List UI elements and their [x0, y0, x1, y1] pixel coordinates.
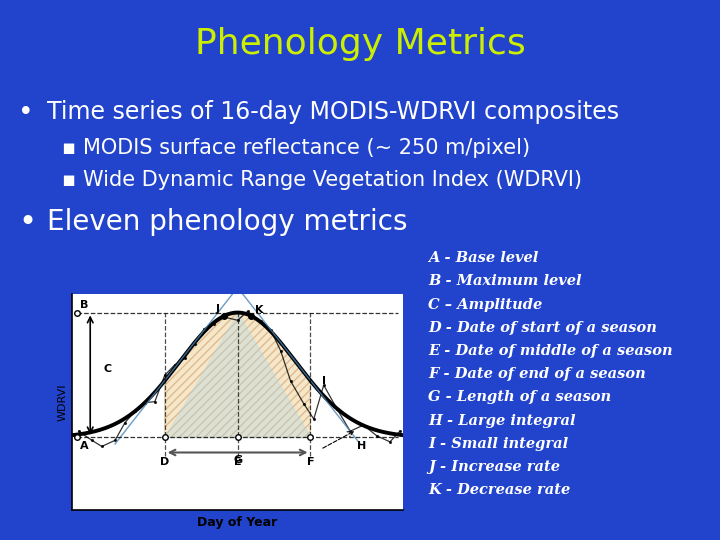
Y-axis label: WDRVI: WDRVI: [58, 383, 68, 421]
Text: E: E: [234, 457, 241, 467]
Text: Phenology Metrics: Phenology Metrics: [194, 27, 526, 61]
Text: Wide Dynamic Range Vegetation Index (WDRVI): Wide Dynamic Range Vegetation Index (WDR…: [83, 170, 582, 190]
Text: F: F: [307, 457, 314, 467]
Text: •: •: [18, 208, 36, 237]
Text: Eleven phenology metrics: Eleven phenology metrics: [47, 208, 408, 236]
Text: ▪: ▪: [61, 170, 76, 190]
X-axis label: Day of Year: Day of Year: [197, 516, 278, 529]
Text: J: J: [216, 304, 220, 314]
Text: J - Increase rate: J - Increase rate: [428, 460, 560, 474]
Text: F - Date of end of a season: F - Date of end of a season: [428, 367, 646, 381]
Text: H: H: [357, 442, 366, 451]
Text: MODIS surface reflectance (~ 250 m/pixel): MODIS surface reflectance (~ 250 m/pixel…: [83, 138, 530, 158]
Text: A: A: [81, 442, 89, 451]
Text: B: B: [81, 300, 89, 310]
Text: •: •: [18, 100, 34, 126]
Text: D - Date of start of a season: D - Date of start of a season: [428, 321, 657, 335]
Text: ▪: ▪: [61, 138, 76, 158]
Text: K - Decrease rate: K - Decrease rate: [428, 483, 571, 497]
Text: G: G: [233, 455, 242, 465]
Text: A - Base level: A - Base level: [428, 251, 539, 265]
Text: I - Small integral: I - Small integral: [428, 437, 569, 451]
Text: B - Maximum level: B - Maximum level: [428, 274, 582, 288]
Text: E - Date of middle of a season: E - Date of middle of a season: [428, 344, 673, 358]
Text: Time series of 16-day MODIS-WDRVI composites: Time series of 16-day MODIS-WDRVI compos…: [47, 100, 619, 124]
Text: C: C: [104, 364, 112, 374]
Text: I: I: [322, 376, 325, 386]
Text: H - Large integral: H - Large integral: [428, 414, 576, 428]
Text: D: D: [160, 457, 169, 467]
Text: C – Amplitude: C – Amplitude: [428, 298, 543, 312]
Text: G - Length of a season: G - Length of a season: [428, 390, 611, 404]
Text: K: K: [255, 305, 264, 315]
